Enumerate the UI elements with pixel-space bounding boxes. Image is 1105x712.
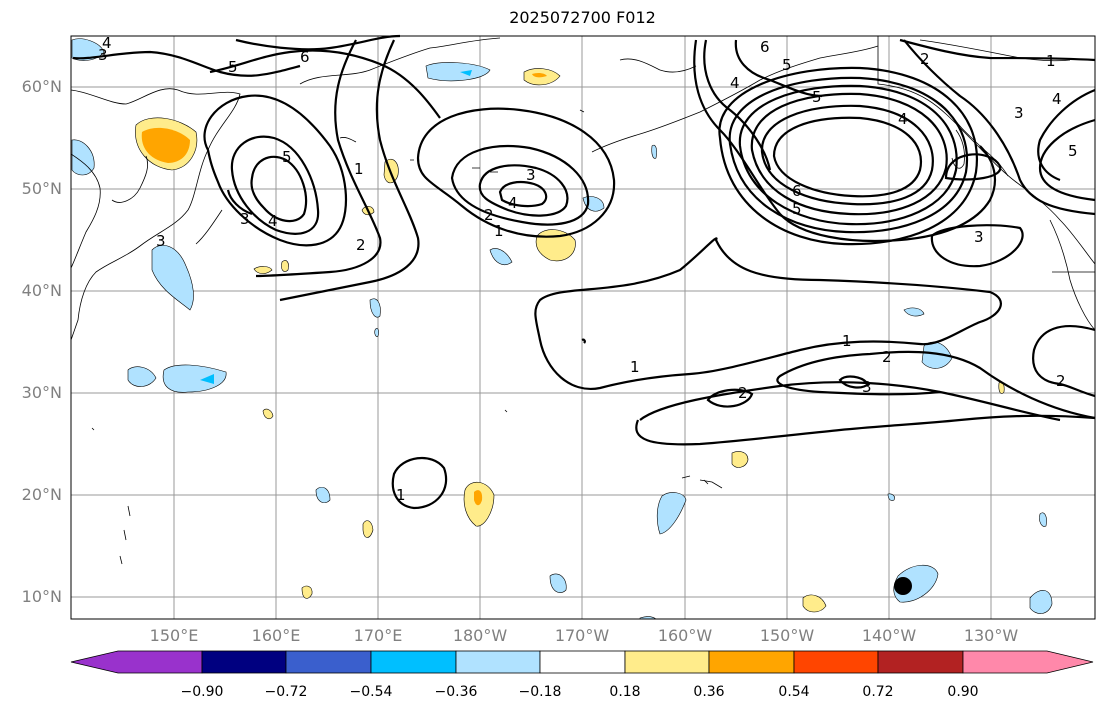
contour-label: 4 xyxy=(508,194,518,212)
colorbar xyxy=(70,650,1094,674)
colorbar-segment xyxy=(201,650,287,674)
contours xyxy=(72,34,1096,510)
contour-label: 2 xyxy=(484,206,494,224)
contour-label: 1 xyxy=(494,222,504,240)
map-frame xyxy=(70,35,1096,620)
colorbar-tick: 0.18 xyxy=(609,684,641,700)
storm-position-marker xyxy=(894,577,912,595)
lon-label: 170°W xyxy=(554,626,610,645)
shading-negative xyxy=(71,38,1053,620)
colorbar-segment xyxy=(285,650,372,674)
colorbar-segment xyxy=(455,650,541,674)
contour-label: 6 xyxy=(760,38,770,56)
contour-label: 1 xyxy=(1046,52,1056,70)
colorbar-tick: 0.36 xyxy=(693,684,725,700)
contour-label: 5 xyxy=(782,56,792,74)
contour-label: 2 xyxy=(738,384,748,402)
colorbar-tick: 0.72 xyxy=(862,684,894,700)
lon-label: 130°W xyxy=(963,626,1019,645)
contour-label: 3 xyxy=(974,228,984,246)
contour-label: 5 xyxy=(282,148,292,166)
colorbar-tick: −0.90 xyxy=(180,684,224,700)
contour-label: 2 xyxy=(356,236,366,254)
contour-label: 1 xyxy=(630,358,640,376)
colorbar-segment xyxy=(539,650,626,674)
contour-label: 2 xyxy=(882,348,892,366)
lat-label: 60°N xyxy=(21,77,62,96)
shading-positive xyxy=(135,68,1005,613)
lon-label: 150°E xyxy=(149,626,199,645)
contour-label: 4 xyxy=(898,110,908,128)
colorbar-segment xyxy=(70,650,203,674)
contour-labels: 3 4 5 6 5 4 3 1 2 3 3 4 2 1 6 5 4 5 4 6 … xyxy=(98,34,1078,504)
contour-label: 2 xyxy=(920,50,930,68)
colorbar-tick: −0.36 xyxy=(434,684,478,700)
contour-label: 3 xyxy=(98,46,108,64)
lon-label: 160°E xyxy=(251,626,301,645)
contour-label: 2 xyxy=(1056,372,1066,390)
contour-label: 5 xyxy=(792,200,802,218)
colorbar-segment xyxy=(793,650,879,674)
contour-label: 3 xyxy=(1014,104,1024,122)
lat-label: 10°N xyxy=(21,587,62,606)
contour-label: 3 xyxy=(156,232,166,250)
contour-label: 6 xyxy=(792,182,802,200)
contour-label: 3 xyxy=(862,378,872,396)
contour-label: 6 xyxy=(300,48,310,66)
colorbar-tick: −0.72 xyxy=(264,684,308,700)
contour-label: 5 xyxy=(812,88,822,106)
contour-label: 1 xyxy=(842,332,852,350)
lon-label: 160°W xyxy=(657,626,713,645)
contour-label: 3 xyxy=(240,210,250,228)
colorbar-segment xyxy=(370,650,457,674)
colorbar-segment xyxy=(877,650,964,674)
contour-label: 5 xyxy=(228,58,238,76)
contour-label: 1 xyxy=(396,486,406,504)
map-title: 2025072700 F012 xyxy=(509,8,656,27)
lat-label: 40°N xyxy=(21,281,62,300)
contour-label: 4 xyxy=(730,74,740,92)
colorbar-segment xyxy=(962,650,1094,674)
colorbar-segment xyxy=(624,650,710,674)
contour-label: 4 xyxy=(268,212,278,230)
colorbar-tick: −0.18 xyxy=(518,684,562,700)
lon-label: 150°W xyxy=(759,626,815,645)
colorbar-tick: 0.90 xyxy=(947,684,979,700)
contour-label: 4 xyxy=(102,34,112,52)
colorbar-segment xyxy=(708,650,795,674)
lon-label: 180°W xyxy=(452,626,508,645)
lat-label: 50°N xyxy=(21,179,62,198)
lat-label: 20°N xyxy=(21,485,62,504)
contour-label: 4 xyxy=(1052,90,1062,108)
lon-label: 140°W xyxy=(861,626,917,645)
colorbar-tick: 0.54 xyxy=(778,684,810,700)
lat-label: 30°N xyxy=(21,383,62,402)
colorbar-tick: −0.54 xyxy=(349,684,393,700)
contour-label: 1 xyxy=(354,160,364,178)
contour-label: 5 xyxy=(1068,142,1078,160)
lon-label: 170°E xyxy=(353,626,403,645)
contour-label: 3 xyxy=(526,166,536,184)
